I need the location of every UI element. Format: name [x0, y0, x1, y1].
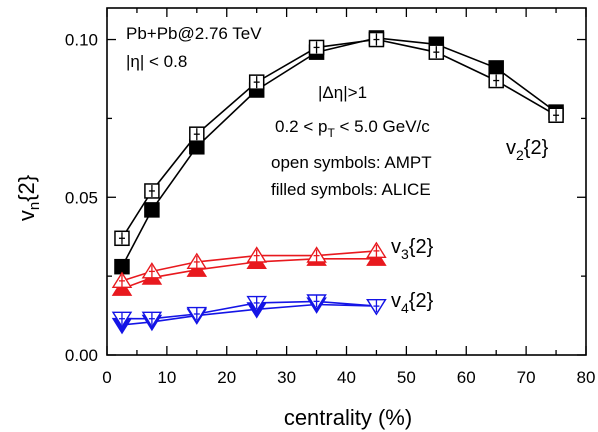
axes: 0 10 20 30 40 50 60 70 80 0.00 0.05 0.10	[65, 7, 596, 387]
markers	[111, 30, 564, 335]
marker-square	[144, 202, 160, 218]
y-tick-label: 0.00	[65, 346, 98, 365]
data-point-v2-ampt	[189, 126, 205, 142]
x-tick-label: 60	[457, 368, 476, 387]
x-tick-label: 0	[102, 368, 111, 387]
y-tick-label: 0.05	[65, 188, 98, 207]
x-tick-label: 70	[517, 368, 536, 387]
x-tick-label: 40	[337, 368, 356, 387]
data-point-v4-ampt	[306, 294, 327, 311]
series-label-v2-sub: 2	[516, 147, 524, 163]
x-tick-label: 50	[397, 368, 416, 387]
data-point-v2-ampt	[144, 183, 160, 199]
y-axis-title-tail: {2}	[14, 175, 39, 202]
series-label-v3-tail: {2}	[409, 236, 434, 258]
x-tick-label: 10	[157, 368, 176, 387]
x-axis-title: centrality (%)	[284, 405, 412, 430]
data-point-v3-ampt	[366, 241, 387, 258]
x-tick-label: 30	[277, 368, 296, 387]
data-point-v4-ampt	[141, 311, 163, 329]
annotation-pt-cut: 0.2 < pT < 5.0 GeV/c	[275, 117, 430, 140]
data-point-v2-ampt	[308, 39, 325, 56]
series-label-v3-sub: 3	[401, 246, 409, 262]
data-point-v4-ampt	[111, 311, 133, 329]
annotation-deta-cut: |Δη|>1	[318, 83, 367, 102]
series-label-v3-main: v	[391, 236, 401, 258]
annotation-system: Pb+Pb@2.76 TeV	[126, 24, 262, 43]
data-point-v3-ampt	[306, 246, 327, 263]
x-tick-label: 80	[577, 368, 596, 387]
y-axis-title: vn{2}	[14, 175, 43, 221]
y-tick-label: 0.10	[65, 31, 98, 50]
data-point-v3-ampt	[141, 262, 163, 279]
data-point-v2-ampt	[248, 74, 265, 90]
series-label-v4-sub: 4	[401, 300, 409, 316]
series-label-v3: v3{2}	[391, 236, 434, 262]
x-tick-label: 20	[217, 368, 236, 387]
data-point-v3-ampt	[246, 246, 267, 263]
data-point-v4-ampt	[366, 299, 387, 316]
series-label-v4-tail: {2}	[409, 290, 434, 312]
data-point-v2-ampt	[488, 72, 504, 89]
data-point-v2-ampt	[548, 107, 564, 124]
series-label-v4-main: v	[391, 290, 401, 312]
annotation-eta-cut: |η| < 0.8	[126, 52, 187, 71]
data-point-v2-ampt	[114, 230, 130, 247]
series-label-v2-main: v	[506, 137, 516, 159]
data-point-v2-alice	[114, 258, 130, 275]
data-point-v2-ampt	[368, 31, 385, 48]
annotation-open-note: open symbols: AMPT	[271, 153, 432, 172]
series-label-v2-tail: {2}	[524, 137, 549, 159]
data-point-v4-ampt	[186, 306, 208, 324]
annotation-pt-pre: 0.2 < p	[275, 117, 327, 136]
data-point-v3-ampt	[186, 252, 208, 269]
series-label-v2: v2{2}	[506, 137, 549, 163]
data-point-v2-alice	[144, 202, 160, 218]
data-point-v4-ampt	[246, 295, 267, 313]
y-axis-title-sub: n	[26, 202, 43, 210]
y-axis-title-main: v	[14, 210, 39, 221]
annotation-pt-post: < 5.0 GeV/c	[335, 117, 430, 136]
series-label-v4: v4{2}	[391, 290, 434, 316]
annotation-filled-note: filled symbols: ALICE	[271, 180, 431, 199]
data-point-v3-ampt	[111, 271, 133, 288]
marker-square	[114, 258, 130, 275]
data-point-v2-ampt	[428, 44, 445, 60]
annotation-pt-sub: T	[327, 126, 335, 140]
